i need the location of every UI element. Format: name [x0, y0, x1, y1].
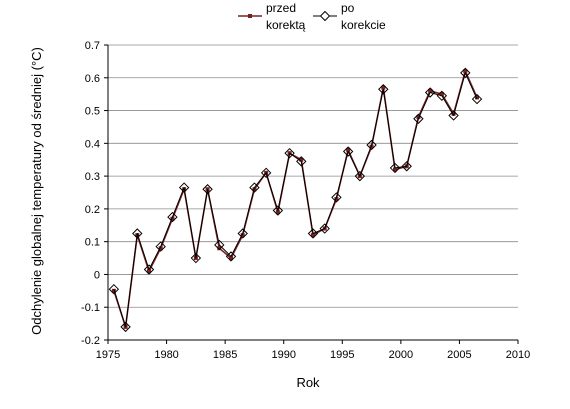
series-0-point-30 [463, 69, 468, 74]
grid-layer [108, 44, 518, 308]
legend: przed korektą po korekcie [238, 1, 386, 32]
series-1-point-0 [108, 283, 120, 295]
y-tick-label-0: -0.2 [81, 335, 100, 347]
x-tick-label-5: 2000 [389, 349, 413, 361]
series-0-point-5 [170, 216, 175, 221]
legend-label-przed: przed [266, 1, 296, 15]
series-1-point-16 [296, 156, 307, 167]
series-1-point-2 [132, 228, 143, 239]
series-1-point-4 [155, 241, 166, 252]
series-1-point-8 [202, 184, 213, 195]
series-1-point-1 [120, 321, 131, 333]
series-1-point-21 [354, 170, 366, 182]
series-0-point-22 [369, 144, 374, 149]
series-1-point-11 [237, 228, 248, 239]
series-0-point-24 [393, 167, 397, 172]
series-0-point-17 [311, 233, 315, 238]
x-tick-label-3: 1990 [271, 349, 295, 361]
series-0-point-26 [416, 115, 421, 120]
series-1-point-25 [401, 161, 412, 172]
series-1-point-15 [284, 147, 295, 159]
series-1-point-6 [178, 182, 190, 193]
x-tick-label-1: 1980 [154, 349, 178, 361]
x-tick-label-0: 1975 [96, 349, 120, 361]
series-1-point-10 [225, 251, 237, 262]
axes-layer: -0.2 -0.1 0 0.1 0.2 0.3 0.4 0.5 0.6 0.7 1975 1980 19… [81, 40, 530, 361]
legend-swatch-marker-po-korekcie [319, 10, 331, 22]
legend-swatch-marker-przed-korekta [248, 14, 252, 18]
series-1-point-28 [436, 90, 448, 102]
series-1-point-13 [260, 167, 272, 179]
series-line-1 [113, 72, 478, 328]
series-1-point-30 [460, 67, 471, 79]
y-tick-label-6: 0.4 [85, 138, 100, 150]
series-1 [108, 67, 483, 333]
series-1-point-18 [319, 223, 330, 234]
y-tick-label-7: 0.5 [85, 106, 100, 118]
series-layer [108, 67, 483, 333]
y-tick-label-1: -0.1 [81, 302, 100, 314]
series-1-point-31 [471, 93, 483, 105]
legend-label-po: po [341, 1, 355, 15]
series-1-point-19 [331, 192, 342, 203]
series-0-point-28 [439, 92, 444, 97]
series-1-point-5 [167, 211, 178, 223]
series-0-point-23 [381, 85, 386, 90]
series-0-point-20 [346, 147, 351, 152]
series-0-point-3 [147, 269, 151, 274]
series-1-point-24 [389, 162, 401, 174]
legend-entry-przed-korekta: przed korektą [238, 1, 306, 32]
series-0-point-11 [240, 233, 245, 238]
series-0-point-10 [229, 256, 233, 261]
legend-label-korekcie: korekcie [341, 18, 386, 32]
series-0-point-27 [428, 88, 433, 93]
series-1-point-27 [424, 87, 436, 98]
legend-label-korekta: korektą [266, 18, 306, 32]
series-1-point-20 [342, 146, 354, 157]
series-0-point-4 [158, 246, 163, 251]
y-axis-title: Odchylenie globalnej temperatury od śred… [29, 47, 44, 335]
series-1-point-23 [378, 84, 389, 95]
x-tick-label-2: 1985 [213, 349, 237, 361]
series-1-point-14 [272, 205, 284, 216]
y-tick-label-5: 0.3 [85, 171, 100, 183]
series-1-point-12 [249, 182, 260, 193]
y-tick-label-2: 0 [94, 269, 100, 281]
series-0-point-16 [299, 157, 304, 162]
series-0 [111, 69, 479, 329]
series-1-point-3 [143, 264, 155, 275]
series-0-point-0 [111, 288, 116, 293]
x-tick-label-4: 1995 [330, 349, 354, 361]
x-tick-label-7: 2010 [506, 349, 530, 361]
series-0-point-31 [475, 95, 479, 100]
series-1-point-22 [366, 139, 377, 151]
series-0-point-9 [217, 246, 222, 251]
series-1-point-9 [214, 239, 225, 251]
series-1-point-26 [413, 113, 424, 124]
y-tick-label-4: 0.2 [85, 204, 100, 216]
series-0-point-14 [275, 210, 280, 215]
y-tick-label-8: 0.6 [85, 73, 100, 85]
y-tick-label-9: 0.7 [85, 40, 100, 52]
x-axis-title: Rok [296, 375, 320, 390]
x-tick-label-6: 2005 [447, 349, 471, 361]
legend-entry-po-korekcie: po korekcie [313, 1, 386, 32]
series-0-point-19 [334, 197, 339, 202]
y-tick-label-3: 0.1 [85, 237, 100, 249]
series-1-point-7 [190, 252, 202, 264]
series-1-point-17 [307, 228, 319, 239]
series-1-point-29 [448, 110, 459, 121]
